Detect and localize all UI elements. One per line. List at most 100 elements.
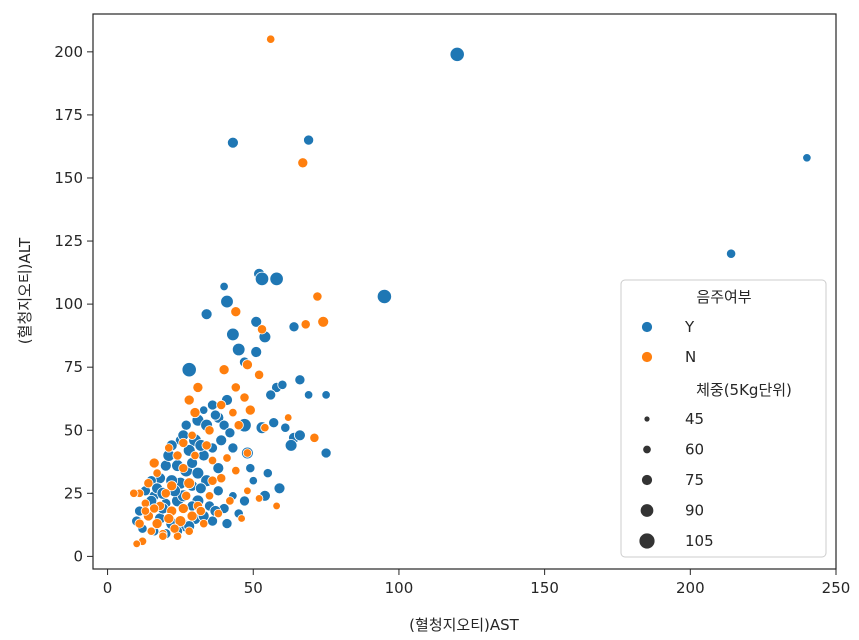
legend-marker-y (641, 321, 653, 333)
points-layer (129, 34, 812, 549)
data-point-y (268, 417, 280, 429)
data-point-n (148, 457, 160, 469)
legend-label-n: N (685, 348, 696, 366)
data-point-n (163, 513, 175, 524)
data-point-n (317, 315, 330, 328)
data-point-y (194, 482, 207, 495)
data-point-n (233, 420, 244, 431)
data-point-n (256, 324, 268, 335)
data-point-y (280, 422, 291, 433)
data-point-n (244, 404, 256, 416)
data-point-n (222, 453, 232, 463)
y-tick-label: 0 (73, 547, 83, 565)
data-point-n (204, 425, 215, 436)
data-point-y (231, 342, 246, 357)
data-point-y (277, 379, 288, 390)
legend-hue-title: 음주여부 (696, 288, 751, 306)
data-point-n (239, 392, 250, 403)
data-point-n (158, 531, 168, 541)
data-point-n (216, 399, 227, 411)
data-point-y (248, 476, 258, 486)
data-point-n (207, 455, 218, 466)
data-point-n (132, 539, 141, 549)
legend-size-entries: 45 60 75 90 105 (638, 410, 714, 550)
data-point-n (177, 503, 189, 514)
y-tick-label: 25 (64, 484, 83, 502)
data-point-y (294, 374, 306, 386)
data-point-n (169, 523, 180, 534)
x-tick-label: 50 (244, 579, 263, 597)
data-point-y (288, 321, 300, 333)
data-point-n (143, 478, 154, 489)
data-point-y (219, 281, 229, 292)
y-axis-ticks: 0 25 50 75 100 125 150 175 200 (54, 43, 93, 565)
data-point-n (230, 306, 242, 318)
y-tick-label: 175 (54, 106, 83, 124)
legend-hue-entries: YN (641, 318, 696, 366)
data-point-y (321, 390, 331, 400)
data-point-y (218, 419, 230, 431)
data-point-n (192, 381, 204, 393)
data-point-n (184, 526, 194, 536)
data-point-y (802, 153, 812, 163)
data-point-y (303, 134, 315, 146)
legend-size-label: 45 (685, 410, 704, 428)
data-point-y (273, 482, 286, 495)
legend-size-label: 105 (685, 532, 714, 550)
data-point-n (204, 491, 215, 501)
x-tick-label: 0 (103, 579, 113, 597)
data-point-y (226, 327, 240, 342)
y-axis-label: (혈청지오티)ALT (16, 237, 34, 344)
data-point-y (303, 390, 314, 400)
data-point-y (376, 288, 392, 305)
data-point-n (160, 488, 171, 499)
data-point-y (262, 468, 273, 479)
data-point-n (218, 364, 230, 376)
data-point-y (209, 409, 221, 421)
data-point-y (199, 405, 209, 415)
data-point-n (241, 359, 253, 371)
data-point-y (226, 136, 239, 149)
data-point-y (207, 399, 218, 411)
data-point-y (245, 463, 256, 474)
data-point-y (726, 248, 737, 259)
legend-size-label: 75 (685, 471, 704, 489)
data-point-n (178, 437, 189, 448)
legend-marker-n (641, 351, 653, 363)
data-point-n (183, 394, 195, 406)
data-point-n (183, 477, 196, 490)
data-point-n (199, 518, 209, 529)
data-point-n (181, 490, 192, 501)
data-point-n (213, 508, 223, 519)
data-point-n (242, 448, 253, 458)
legend-size-marker (639, 503, 655, 518)
plot-frame (92, 13, 837, 570)
data-point-y (250, 315, 263, 328)
legend-size-title: 체중(5Kg단위) (696, 381, 792, 399)
legend-size-marker (643, 415, 651, 423)
legend-size-marker (642, 444, 652, 455)
data-point-n (243, 486, 252, 496)
data-point-n (172, 450, 183, 461)
data-point-y (284, 439, 298, 452)
data-point-n (134, 518, 145, 529)
data-point-n (283, 413, 293, 422)
legend-size-label: 90 (685, 502, 704, 520)
data-point-y (220, 294, 234, 309)
data-point-n (272, 501, 281, 511)
data-point-n (146, 526, 156, 536)
data-point-n (151, 518, 163, 530)
data-point-n (195, 505, 206, 517)
data-point-y (212, 462, 225, 475)
data-point-n (129, 488, 139, 498)
data-point-y (293, 429, 306, 442)
data-point-y (197, 449, 210, 462)
data-point-y (200, 308, 213, 321)
legend-size-marker (641, 474, 653, 486)
legend-size-marker (638, 532, 656, 550)
data-point-y (221, 518, 233, 530)
x-axis-label: (혈청지오티)AST (409, 616, 519, 634)
data-point-n (254, 369, 265, 380)
data-point-n (254, 494, 264, 503)
